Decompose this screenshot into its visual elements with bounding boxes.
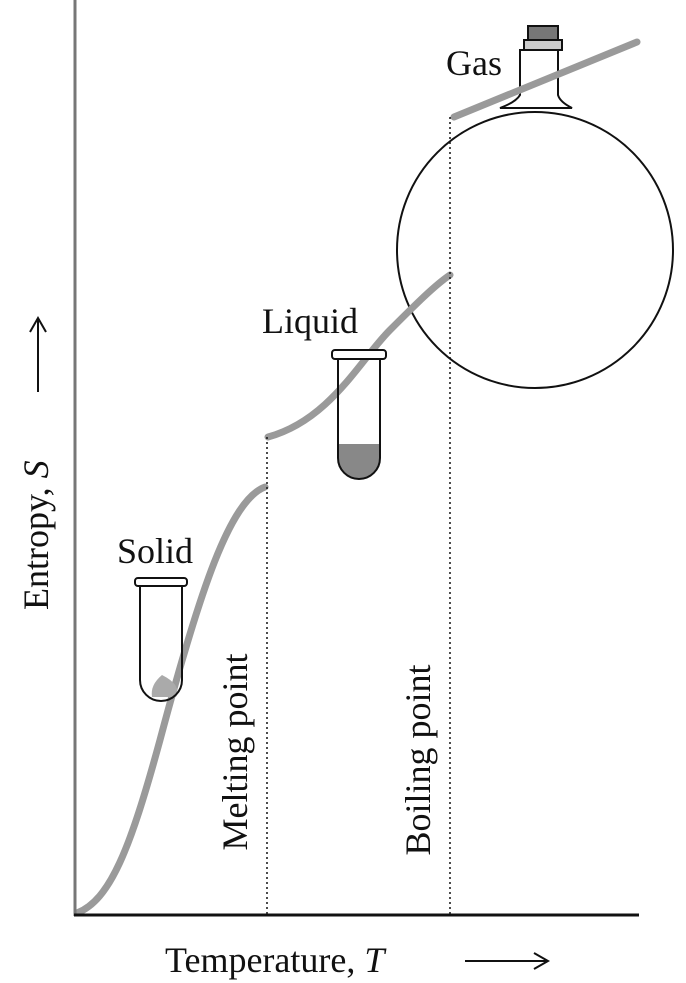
y-axis-label: Entropy, S (16, 460, 56, 610)
diagram: Solid Liquid Gas Melting point Boiling p… (0, 0, 686, 983)
solid-label: Solid (117, 531, 193, 571)
x-axis-label: Temperature, T (165, 940, 387, 980)
y-axis-text: Entropy, (16, 478, 56, 610)
boiling-label: Boiling point (398, 664, 438, 855)
melting-label: Melting point (215, 654, 255, 851)
y-axis-arrow (30, 318, 46, 392)
x-axis-arrow (465, 953, 548, 969)
y-axis-var: S (16, 460, 56, 478)
liquid-label: Liquid (262, 301, 358, 341)
gas-label: Gas (446, 43, 502, 83)
x-axis-text: Temperature, (165, 940, 364, 980)
x-axis-var: T (364, 940, 387, 980)
